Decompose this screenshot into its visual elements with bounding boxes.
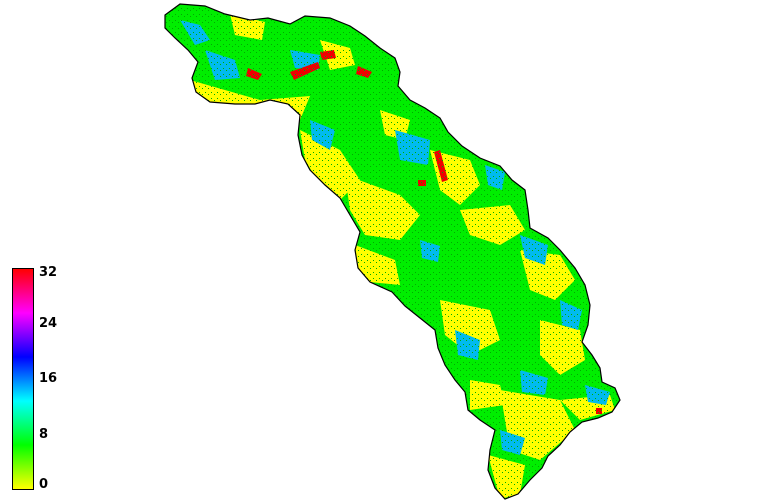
legend-tick-label: 24 [39,315,58,331]
legend-color-bar [12,268,34,490]
texture-speckle [165,4,620,499]
color-legend: 32 24 16 8 0 [12,265,72,494]
legend-tick-label: 16 [39,371,58,386]
map-region [165,4,620,499]
legend-tick-label: 0 [39,477,49,492]
legend-tick-label: 32 [39,265,58,280]
legend-tick-label: 8 [39,426,49,442]
